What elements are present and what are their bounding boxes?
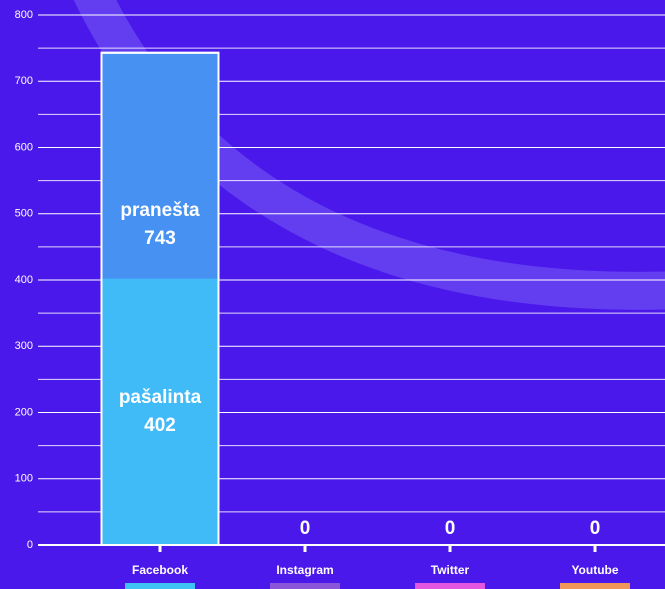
value-label: 0: [300, 518, 311, 539]
bar: [101, 278, 219, 545]
y-tick-label: 300: [15, 340, 33, 352]
x-tick-label: Twitter: [431, 563, 470, 577]
category-swatch: [560, 583, 630, 589]
y-tick-label: 500: [15, 208, 33, 220]
x-tick-label: Youtube: [571, 563, 618, 577]
category-swatch: [415, 583, 485, 589]
y-tick-label: 100: [15, 473, 33, 485]
y-tick-label: 400: [15, 274, 33, 286]
y-tick-label: 0: [27, 539, 33, 551]
value-label: 0: [445, 518, 456, 539]
series-name-label: pašalinta: [119, 387, 202, 408]
x-tick-label: Facebook: [132, 563, 188, 577]
y-tick-label: 800: [15, 9, 33, 21]
category-swatch: [125, 583, 195, 589]
category-swatch: [270, 583, 340, 589]
y-tick-label: 600: [15, 141, 33, 153]
value-label: 402: [144, 415, 176, 436]
series-name-label: pranešta: [120, 200, 200, 221]
x-tick-label: Instagram: [276, 563, 333, 577]
y-tick-label: 700: [15, 75, 33, 87]
value-label: 0: [590, 518, 601, 539]
value-label: 743: [144, 228, 176, 249]
y-tick-label: 200: [15, 406, 33, 418]
